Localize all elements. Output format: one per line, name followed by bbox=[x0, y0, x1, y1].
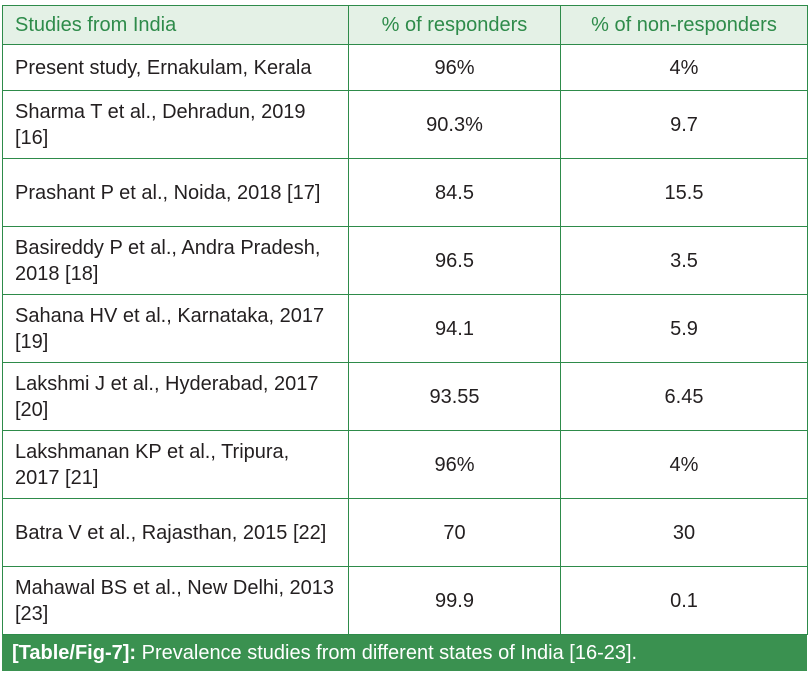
table-row: Mahawal BS et al., New Delhi, 2013 [23] … bbox=[2, 566, 808, 635]
caption-text: Prevalence studies from different states… bbox=[141, 642, 638, 664]
responders-cell: 70 bbox=[348, 498, 561, 567]
study-cell: Sharma T et al., Dehradun, 2019 [16] bbox=[2, 90, 349, 159]
non-responders-cell: 6.45 bbox=[560, 362, 808, 431]
header-non-responders: % of non-responders bbox=[560, 5, 808, 45]
responders-cell: 96% bbox=[348, 430, 561, 499]
prevalence-table: Studies from India % of responders % of … bbox=[2, 5, 808, 635]
responders-cell: 96.5 bbox=[348, 226, 561, 295]
study-cell: Basireddy P et al., Andra Pradesh, 2018 … bbox=[2, 226, 349, 295]
table-row: Prashant P et al., Noida, 2018 [17] 84.5… bbox=[2, 158, 808, 227]
table-row: Lakshmanan KP et al., Tripura, 2017 [21]… bbox=[2, 430, 808, 499]
study-cell: Mahawal BS et al., New Delhi, 2013 [23] bbox=[2, 566, 349, 635]
study-cell: Prashant P et al., Noida, 2018 [17] bbox=[2, 158, 349, 227]
table-header-row: Studies from India % of responders % of … bbox=[2, 5, 808, 45]
non-responders-cell: 3.5 bbox=[560, 226, 808, 295]
table-row: Sahana HV et al., Karnataka, 2017 [19] 9… bbox=[2, 294, 808, 363]
non-responders-cell: 9.7 bbox=[560, 90, 808, 159]
study-cell: Lakshmi J et al., Hyderabad, 2017 [20] bbox=[2, 362, 349, 431]
table-row: Present study, Ernakulam, Kerala 96% 4% bbox=[2, 44, 808, 91]
study-cell: Present study, Ernakulam, Kerala bbox=[2, 44, 349, 91]
header-studies: Studies from India bbox=[2, 5, 349, 45]
responders-cell: 90.3% bbox=[348, 90, 561, 159]
responders-cell: 84.5 bbox=[348, 158, 561, 227]
table-row: Batra V et al., Rajasthan, 2015 [22] 70 … bbox=[2, 498, 808, 567]
study-cell: Batra V et al., Rajasthan, 2015 [22] bbox=[2, 498, 349, 567]
caption-label: [Table/Fig-7]: bbox=[12, 642, 137, 664]
table-figure: Studies from India % of responders % of … bbox=[2, 5, 808, 671]
study-cell: Lakshmanan KP et al., Tripura, 2017 [21] bbox=[2, 430, 349, 499]
non-responders-cell: 15.5 bbox=[560, 158, 808, 227]
non-responders-cell: 4% bbox=[560, 430, 808, 499]
non-responders-cell: 0.1 bbox=[560, 566, 808, 635]
responders-cell: 96% bbox=[348, 44, 561, 91]
non-responders-cell: 4% bbox=[560, 44, 808, 91]
header-responders: % of responders bbox=[348, 5, 561, 45]
non-responders-cell: 5.9 bbox=[560, 294, 808, 363]
responders-cell: 93.55 bbox=[348, 362, 561, 431]
responders-cell: 94.1 bbox=[348, 294, 561, 363]
table-row: Sharma T et al., Dehradun, 2019 [16] 90.… bbox=[2, 90, 808, 159]
table-caption: [Table/Fig-7]: Prevalence studies from d… bbox=[2, 635, 807, 671]
non-responders-cell: 30 bbox=[560, 498, 808, 567]
table-row: Lakshmi J et al., Hyderabad, 2017 [20] 9… bbox=[2, 362, 808, 431]
table-row: Basireddy P et al., Andra Pradesh, 2018 … bbox=[2, 226, 808, 295]
responders-cell: 99.9 bbox=[348, 566, 561, 635]
study-cell: Sahana HV et al., Karnataka, 2017 [19] bbox=[2, 294, 349, 363]
